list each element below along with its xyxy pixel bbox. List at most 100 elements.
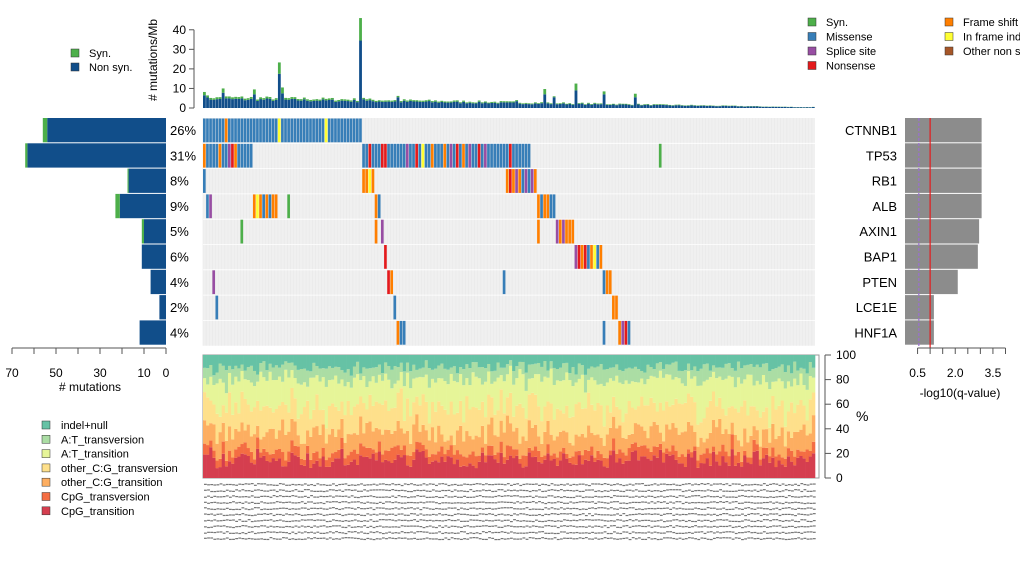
spectrum-segment <box>680 371 685 384</box>
sample-label-mark <box>219 525 223 527</box>
spectrum-segment <box>568 417 572 443</box>
sample-label-mark <box>394 532 398 534</box>
sample-label-mark <box>481 513 485 515</box>
sample-label-mark <box>403 508 407 510</box>
bar-syn <box>25 143 28 168</box>
sample-label-mark <box>541 526 545 528</box>
sample-label-mark <box>800 538 804 540</box>
sample-label-mark <box>297 520 301 522</box>
sample-label-mark <box>606 537 610 539</box>
spectrum-segment <box>665 355 669 365</box>
sample-label-mark <box>503 514 507 516</box>
spectrum-segment <box>368 421 372 448</box>
spectrum-segment <box>593 355 597 368</box>
sample-label-mark <box>575 484 579 486</box>
sample-label-mark <box>638 483 641 485</box>
spectrum-segment <box>715 378 719 407</box>
spectrum-segment <box>455 382 460 413</box>
sample-label-mark <box>481 520 485 522</box>
sample-label-mark <box>725 525 729 528</box>
mutation-cell <box>209 143 212 168</box>
sample-label-mark <box>616 501 619 503</box>
spectrum-segment <box>671 362 675 380</box>
sample-label-mark <box>228 538 232 541</box>
spectrum-segment <box>546 420 550 445</box>
sample-label-mark <box>781 520 785 522</box>
spectrum-segment <box>415 441 419 450</box>
sample-label-mark <box>572 496 576 499</box>
bar-syn <box>246 98 250 100</box>
sample-label-mark <box>812 513 816 515</box>
sample-label-mark <box>207 519 210 521</box>
sample-label-mark <box>622 513 626 515</box>
sample-label-mark <box>253 514 257 516</box>
legend-swatch <box>41 492 51 501</box>
sample-label-mark <box>722 495 726 497</box>
sample-label-mark <box>737 525 741 527</box>
sample-label-mark <box>525 483 529 485</box>
mutation-cell <box>502 270 506 295</box>
spectrum-segment <box>480 452 485 478</box>
spectrum-segment <box>237 446 241 457</box>
sample-label-mark <box>394 514 398 516</box>
spectrum-segment <box>677 463 682 478</box>
spectrum-segment <box>612 416 616 439</box>
spectrum-segment <box>671 404 675 424</box>
spectrum-segment <box>643 384 647 406</box>
sample-label-mark <box>460 496 463 498</box>
spectrum-segment <box>752 355 756 367</box>
spectrum-segment <box>455 355 460 374</box>
spectrum-segment <box>690 457 694 478</box>
bar-nonsyn <box>365 100 369 108</box>
sample-label-mark <box>282 502 285 504</box>
sample-label-mark <box>550 502 554 504</box>
spectrum-segment <box>343 415 347 443</box>
sample-label-mark <box>706 502 710 504</box>
mutation-cell <box>590 245 593 269</box>
mutation-cell <box>515 169 518 193</box>
sample-label-mark <box>725 496 729 498</box>
sample-label-mark <box>659 483 663 485</box>
sample-label-mark <box>722 525 726 528</box>
sample-label-mark <box>257 538 260 540</box>
mutation-cell <box>424 143 428 168</box>
spectrum-segment <box>637 355 641 370</box>
sample-label-mark <box>709 484 713 486</box>
spectrum-segment <box>377 374 382 404</box>
sample-label-mark <box>603 520 607 522</box>
sample-label-mark <box>703 483 707 485</box>
sample-label-mark <box>725 537 729 539</box>
spectrum-segment <box>596 459 600 478</box>
sample-label-mark <box>347 537 351 539</box>
sample-label-mark <box>338 531 342 534</box>
spectrum-segment <box>574 355 578 375</box>
spectrum-segment <box>468 355 472 369</box>
sample-label-mark <box>285 525 288 528</box>
sample-label-mark <box>547 519 551 522</box>
sample-label-mark <box>659 538 663 540</box>
sample-label-mark <box>403 514 407 516</box>
spectrum-segment <box>596 366 600 385</box>
spectrum-segment <box>627 383 632 402</box>
percent-label: 6% <box>170 250 189 265</box>
bar-nonsyn <box>755 106 759 108</box>
sample-label-mark <box>235 520 239 523</box>
sample-label-mark <box>456 519 460 521</box>
spectrum-segment <box>758 384 763 418</box>
bar-nonsyn <box>47 118 167 143</box>
spectrum-segment <box>446 384 450 415</box>
gene-label: RB1 <box>872 174 897 189</box>
sample-label-mark <box>375 525 379 528</box>
sample-label-mark <box>481 531 485 533</box>
sample-label-mark <box>269 508 273 510</box>
sample-label-mark <box>397 513 401 515</box>
spectrum-segment <box>537 450 541 462</box>
spectrum-segment <box>405 430 410 456</box>
sample-label-mark <box>272 489 276 491</box>
spectrum-segment <box>521 455 525 468</box>
sample-label-mark <box>619 490 623 492</box>
sample-label-mark <box>694 495 698 497</box>
sample-label-mark <box>628 538 632 541</box>
sample-label-mark <box>747 501 751 503</box>
spectrum-segment <box>262 361 266 378</box>
